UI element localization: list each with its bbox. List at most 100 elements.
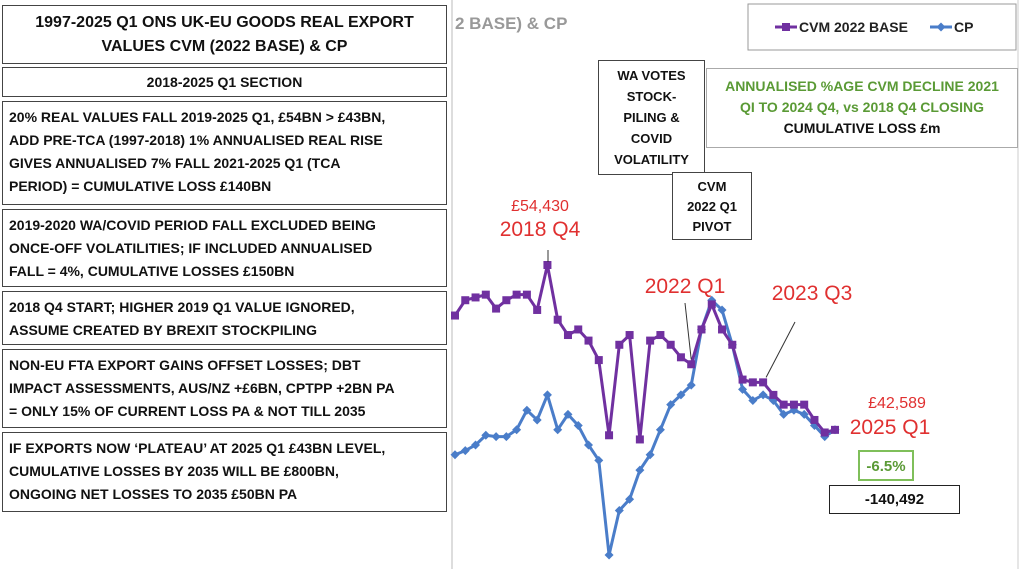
title-line: VALUES CVM (2022 BASE) & CP — [101, 38, 348, 55]
note-line: PERIOD) = CUMULATIVE LOSS £140BN — [9, 178, 272, 194]
section-box: 2018-2025 Q1 SECTION — [2, 67, 447, 97]
point — [615, 340, 624, 349]
chart-title: 2 BASE) & CP — [455, 14, 567, 33]
point — [697, 325, 706, 334]
point — [810, 415, 819, 424]
point — [779, 409, 789, 419]
point — [594, 356, 603, 365]
point — [501, 432, 511, 442]
decline-value-box: -6.5% — [858, 450, 914, 481]
point — [635, 465, 645, 475]
category-label: 2023 Q3 — [772, 282, 853, 305]
pivot-box: CVM 2022 Q1 PIVOT — [672, 172, 752, 240]
point — [573, 421, 583, 431]
legend-item: CVM 2022 BASE — [775, 19, 908, 35]
point — [584, 336, 593, 345]
point — [800, 400, 809, 409]
note-line: ADD PRE-TCA (1997-2018) 1% ANNUALISED RE… — [9, 132, 383, 148]
point — [831, 425, 839, 434]
point — [471, 293, 480, 302]
point — [686, 380, 696, 390]
wa-line: VOLATILITY — [614, 152, 689, 167]
point — [635, 435, 644, 444]
loss-value-box: -140,492 — [829, 485, 960, 514]
point — [799, 409, 809, 419]
point — [460, 446, 470, 456]
note-line: ONGOING NET LOSSES TO 2035 £50BN PA — [9, 486, 298, 502]
decline-box: ANNUALISED %AGE CVM DECLINE 2021 QI TO 2… — [706, 68, 1018, 148]
point — [614, 505, 624, 515]
point — [666, 340, 675, 349]
series-line — [454, 298, 836, 557]
note-line: IF EXPORTS NOW ‘PLATEAU’ AT 2025 Q1 £43B… — [9, 440, 386, 456]
note-box: IF EXPORTS NOW ‘PLATEAU’ AT 2025 Q1 £43B… — [2, 432, 447, 512]
point — [666, 400, 676, 410]
legend-marker — [936, 22, 946, 32]
note-line: ONCE-OFF VOLATILITIES; IF INCLUDED ANNUA… — [9, 240, 373, 256]
title-line: 1997-2025 Q1 ONS UK-EU GOODS REAL EXPORT — [35, 14, 414, 31]
plot: 2018 Q4 2022 Q1 2023 Q3 2025 Q1 £54,430 £42,5… — [450, 198, 931, 560]
point — [758, 390, 768, 400]
note-line: 2018 Q4 START; HIGHER 2019 Q1 VALUE IGNO… — [9, 299, 355, 315]
point — [645, 450, 655, 460]
legend-label: CP — [954, 19, 973, 35]
point — [676, 390, 686, 400]
point — [625, 494, 635, 504]
decline-line: QI TO 2024 Q4, vs 2018 Q4 CLOSING — [739, 99, 985, 115]
section-label: 2018-2025 Q1 SECTION — [146, 74, 303, 90]
point — [533, 305, 542, 314]
point — [687, 360, 696, 369]
note-line: IMPACT ASSESSMENTS, AUS/NZ +£6BN, CPTPP … — [9, 380, 395, 396]
note-box: NON-EU FTA EXPORT GAINS OFFSET LOSSES; D… — [2, 349, 447, 428]
wa-line: PILING & — [623, 110, 680, 125]
point — [584, 440, 594, 450]
point — [522, 290, 531, 299]
point — [820, 428, 829, 437]
note-box: 2019-2020 WA/COVID PERIOD FALL EXCLUDED … — [2, 209, 447, 287]
title-box: 1997-2025 Q1 ONS UK-EU GOODS REAL EXPORT… — [2, 5, 447, 64]
note-line: CUMULATIVE LOSSES BY 2035 WILL BE £800BN… — [9, 463, 339, 479]
wa-line: STOCK- — [626, 89, 677, 104]
point — [553, 425, 563, 435]
point — [451, 311, 459, 320]
point — [450, 450, 460, 460]
point — [779, 400, 788, 409]
wa-line: COVID — [630, 131, 673, 146]
pivot-line: CVM — [697, 179, 727, 194]
point — [512, 290, 521, 299]
category-label: 2025 Q1 — [850, 416, 931, 439]
wa-box: WA VOTES STOCK- PILING & COVID VOLATILITY — [598, 60, 705, 175]
note-line: = ONLY 15% OF CURRENT LOSS PA & NOT TILL… — [9, 403, 366, 419]
point — [789, 400, 798, 409]
point — [492, 304, 501, 313]
note-line: ASSUME CREATED BY BREXIT STOCKPILING — [9, 322, 318, 338]
point — [646, 336, 655, 345]
point — [655, 425, 665, 435]
point — [502, 296, 511, 305]
note-box: 2018 Q4 START; HIGHER 2019 Q1 VALUE IGNO… — [2, 291, 447, 345]
decline-line: ANNUALISED %AGE CVM DECLINE 2021 — [725, 78, 999, 94]
point — [471, 440, 481, 450]
point — [532, 415, 542, 425]
point — [656, 331, 665, 340]
callout-line — [684, 302, 692, 360]
value-label: £42,589 — [868, 395, 926, 412]
note-line: FALL = 4%, CUMULATIVE LOSSES £150BN — [9, 263, 295, 279]
legend-marker — [782, 23, 790, 31]
point — [717, 305, 727, 315]
legend-item: CP — [930, 19, 973, 35]
category-label: 2022 Q1 — [645, 275, 726, 298]
point — [481, 290, 490, 299]
point — [769, 390, 778, 399]
point — [718, 325, 727, 334]
point — [738, 375, 747, 384]
point — [522, 405, 532, 415]
point — [605, 431, 614, 440]
decline-value: -6.5% — [866, 458, 906, 475]
point — [553, 315, 562, 324]
point — [512, 425, 522, 435]
point — [707, 300, 716, 309]
point — [604, 550, 614, 560]
